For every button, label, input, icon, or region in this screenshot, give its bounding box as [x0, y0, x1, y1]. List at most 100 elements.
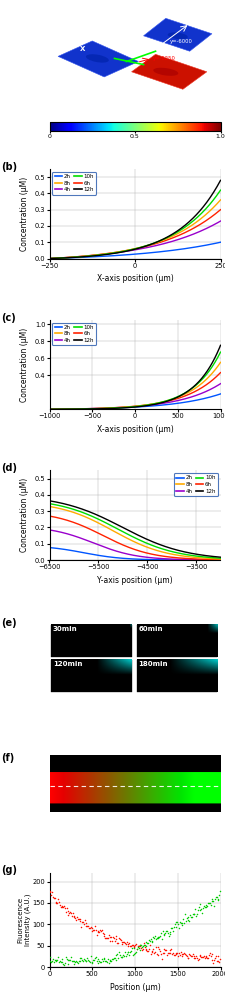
Point [109, 953, 113, 969]
Point [64, 904, 68, 920]
Text: (c): (c) [2, 312, 16, 322]
Point [145, 942, 149, 958]
Point [163, 941, 167, 957]
Point [201, 949, 205, 965]
Point [61, 954, 64, 970]
Point [129, 937, 133, 953]
Point [178, 914, 182, 930]
Point [56, 949, 60, 965]
Point [140, 939, 144, 955]
Point [170, 920, 174, 935]
Point [212, 893, 215, 909]
Point [147, 941, 151, 957]
Point [79, 913, 82, 929]
Point [58, 897, 62, 913]
Point [151, 944, 154, 960]
Point [108, 929, 111, 944]
Point [210, 894, 213, 910]
Point [142, 936, 146, 952]
Point [143, 937, 146, 953]
Text: (f): (f) [2, 753, 15, 763]
Point [194, 948, 198, 964]
Point [105, 930, 109, 945]
Point [209, 897, 212, 913]
Point [183, 946, 187, 962]
Point [84, 918, 87, 933]
Point [217, 954, 221, 970]
Point [119, 931, 122, 947]
Point [73, 953, 77, 969]
Point [119, 949, 122, 965]
Point [100, 923, 104, 938]
Point [126, 944, 129, 960]
Point [153, 943, 157, 959]
Point [53, 951, 56, 967]
Point [129, 942, 133, 958]
Point [122, 934, 125, 950]
Point [158, 930, 161, 945]
Point [163, 925, 167, 940]
Point [197, 899, 200, 915]
Point [182, 944, 186, 960]
Point [216, 892, 220, 908]
Point [93, 918, 97, 933]
Point [128, 938, 132, 954]
Point [103, 950, 106, 966]
Point [82, 951, 86, 967]
Point [133, 937, 137, 953]
Point [69, 905, 73, 921]
Point [126, 938, 129, 954]
Point [169, 941, 173, 957]
Point [176, 948, 180, 964]
Point [151, 941, 155, 957]
Point [172, 919, 176, 934]
Point [87, 920, 91, 935]
Point [102, 929, 105, 944]
Point [139, 937, 142, 953]
Point [179, 944, 182, 960]
Bar [113, 683, 132, 692]
Point [179, 916, 182, 931]
Point [191, 907, 194, 923]
Point [158, 942, 162, 958]
Point [54, 951, 58, 967]
Y-axis label: Concentration (μM): Concentration (μM) [20, 478, 29, 553]
Point [205, 949, 208, 965]
Point [92, 922, 96, 937]
Point [80, 952, 84, 968]
Point [196, 952, 200, 968]
Point [151, 930, 155, 945]
Point [81, 915, 85, 930]
Point [176, 944, 179, 960]
Point [76, 911, 80, 927]
Point [98, 954, 102, 970]
Point [74, 912, 78, 928]
Point [169, 926, 172, 941]
Point [65, 901, 68, 917]
Point [207, 947, 211, 963]
Point [101, 925, 104, 940]
Point [72, 956, 75, 972]
Point [215, 952, 218, 968]
Point [61, 899, 65, 915]
Ellipse shape [153, 67, 178, 75]
Point [199, 949, 203, 965]
Point [202, 948, 206, 964]
Point [216, 891, 219, 907]
Point [61, 900, 64, 916]
Point [60, 899, 63, 915]
Point [96, 950, 99, 966]
Point [90, 920, 93, 935]
Text: (d): (d) [2, 463, 18, 473]
Point [49, 884, 52, 900]
Point [204, 899, 207, 915]
Point [198, 948, 201, 964]
Point [162, 945, 166, 961]
Point [115, 952, 118, 968]
Point [205, 949, 209, 965]
Point [72, 910, 75, 926]
Point [187, 950, 190, 966]
Point [144, 938, 147, 954]
Point [184, 914, 188, 930]
Point [217, 888, 221, 904]
